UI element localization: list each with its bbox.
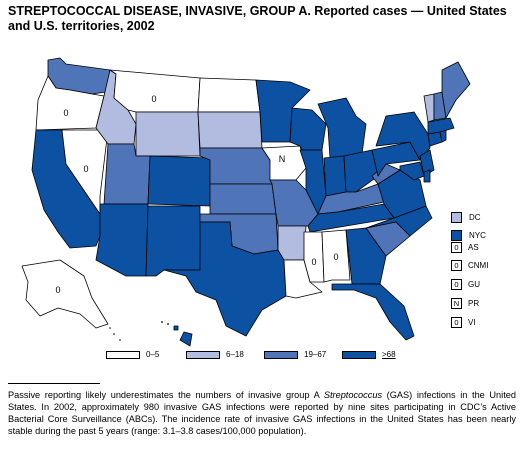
legend-swatch: [264, 350, 298, 359]
territory-label: AS: [468, 243, 479, 252]
state-ms: [303, 231, 325, 283]
label-ia: N: [279, 154, 286, 164]
legend-item-3: >68: [342, 350, 396, 359]
state-tx: [163, 221, 287, 337]
state-ks: [209, 183, 277, 215]
dc-swatch: [451, 212, 462, 223]
map-title-line-2: and U.S. territories, 2002: [8, 19, 155, 33]
legend-swatch: [106, 350, 140, 359]
state-in: [323, 155, 347, 197]
special-area-nyc: NYC: [451, 230, 486, 241]
state-nj: [419, 149, 435, 177]
state-me: [441, 61, 471, 119]
territory-value: 0: [451, 317, 462, 328]
legend-label: 0–5: [146, 350, 160, 360]
label-ak: 0: [55, 285, 60, 295]
state-vt: [423, 93, 435, 123]
footnote-organism: Streptococcus: [323, 390, 383, 400]
state-ar: [277, 225, 307, 261]
ak-island: [167, 323, 169, 325]
ak-island: [119, 339, 121, 341]
ak-island: [113, 333, 115, 335]
footnote-text-1: Passive reporting likely underestimates …: [8, 390, 324, 400]
territory-label: CNMI: [468, 261, 489, 270]
state-al: [321, 229, 351, 283]
state-ma: [427, 117, 455, 135]
state-mi: [317, 97, 367, 159]
legend-label-gte: >68: [382, 350, 396, 360]
legend-label: 19–67: [304, 350, 327, 360]
territory-label: GU: [468, 280, 480, 289]
label-or: 0: [63, 108, 68, 118]
map-title-line-1: STREPTOCOCCAL DISEASE, INVASIVE, GROUP A…: [8, 4, 507, 18]
ak-island: [161, 321, 163, 323]
label-nv: 0: [83, 164, 88, 174]
map-title: STREPTOCOCCAL DISEASE, INVASIVE, GROUP A…: [8, 4, 516, 34]
state-mt: [109, 69, 201, 113]
state-sd: [197, 111, 263, 149]
territory-gu: 0 GU: [451, 279, 480, 290]
state-hi-2: [179, 331, 193, 347]
territory-label: VI: [468, 318, 476, 327]
state-ne: [199, 147, 273, 185]
territory-value: 0: [451, 242, 462, 253]
territory-cnmi: 0 CNMI: [451, 260, 488, 271]
territory-value: N: [451, 298, 462, 309]
state-oh: [343, 149, 379, 193]
state-wi: [289, 107, 327, 151]
territory-label: PR: [468, 299, 480, 308]
label-mt: 0: [151, 94, 156, 104]
nyc-swatch: [451, 230, 462, 241]
legend-item-2: 19–67: [264, 350, 326, 359]
state-az: [95, 203, 149, 277]
footnote: Passive reporting likely underestimates …: [8, 389, 516, 437]
territory-value: 0: [451, 279, 462, 290]
territory-value: 0: [451, 260, 462, 271]
legend-item-1: 6–18: [186, 350, 244, 359]
legend-label: >68: [382, 350, 396, 359]
state-ct: [427, 131, 443, 147]
state-md: [399, 161, 425, 181]
nyc-label: NYC: [469, 231, 486, 240]
state-ak: [21, 259, 109, 329]
special-area-dc: DC: [451, 212, 481, 223]
footnote-divider: [8, 383, 100, 384]
ak-island: [109, 327, 111, 329]
label-al: 0: [333, 252, 338, 262]
territory-pr: N PR: [451, 298, 479, 309]
label-ms: 0: [311, 257, 316, 267]
territory-as: 0 AS: [451, 242, 479, 253]
legend-label: 6–18: [226, 350, 244, 360]
state-wy: [135, 111, 201, 157]
state-pa: [371, 141, 421, 177]
state-hi: [173, 325, 179, 331]
state-co: [147, 155, 211, 207]
state-fl: [331, 283, 415, 341]
legend-swatch: [342, 350, 376, 359]
state-de: [423, 169, 431, 183]
footnote-text-2: (GAS) infections in the United States. I…: [8, 390, 516, 436]
legend-item-0: 0–5: [106, 350, 159, 359]
state-nm: [145, 205, 201, 277]
state-nd: [197, 77, 261, 113]
legend-swatch: [186, 350, 220, 359]
dc-label: DC: [469, 213, 481, 222]
territory-vi: 0 VI: [451, 317, 476, 328]
